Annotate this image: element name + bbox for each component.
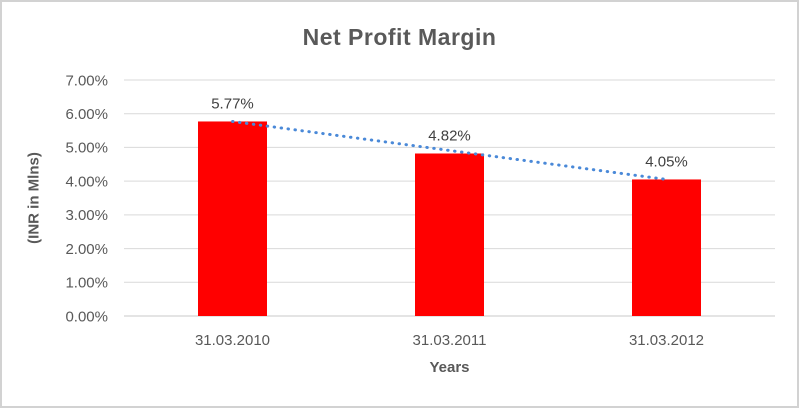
x-tick-label: 31.03.2012	[629, 332, 704, 349]
y-tick-label: 5.00%	[65, 140, 108, 157]
y-tick-label: 0.00%	[65, 308, 108, 325]
bar-31.03.2012	[632, 179, 701, 316]
y-tick-label: 4.00%	[65, 173, 108, 190]
data-label: 4.05%	[645, 153, 688, 170]
bar-31.03.2011	[415, 153, 484, 316]
x-axis-title: Years	[429, 359, 470, 376]
y-tick-label: 6.00%	[65, 106, 108, 123]
y-tick-label: 3.00%	[65, 207, 108, 224]
x-tick-label: 31.03.2011	[413, 332, 487, 349]
x-tick-label: 31.03.2010	[195, 332, 270, 349]
bar-31.03.2010	[198, 121, 267, 317]
trendline	[231, 119, 668, 181]
data-label: 4.82%	[428, 127, 471, 144]
y-tick-label: 2.00%	[65, 241, 108, 258]
chart-title: Net Profit Margin	[302, 24, 497, 50]
data-label: 5.77%	[211, 95, 254, 112]
y-tick-label: 7.00%	[65, 72, 108, 89]
y-tick-label: 1.00%	[65, 275, 108, 292]
